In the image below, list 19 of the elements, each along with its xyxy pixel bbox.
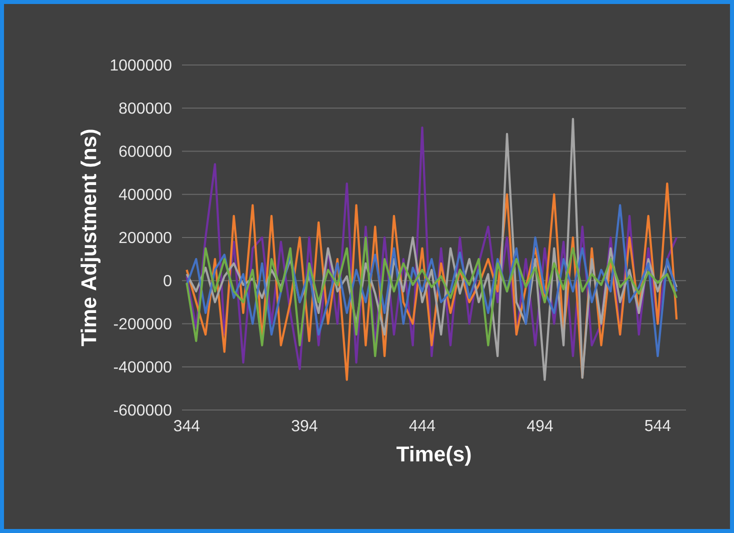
x-tick-label: 544 [645, 420, 671, 432]
y-tick-label: -400000 [114, 361, 172, 373]
line-series [186, 236, 678, 358]
y-tick-label: 1000000 [110, 59, 172, 71]
x-axis-title: Time(s) [396, 446, 471, 466]
y-tick-label: 600000 [119, 146, 172, 157]
y-tick-label: 0 [164, 274, 172, 286]
y-axis-title: Time Adjustment (ns) [80, 130, 101, 346]
x-tick-label: 344 [174, 420, 200, 432]
x-tick-label: 394 [292, 420, 318, 432]
y-tick-label: 200000 [119, 232, 172, 244]
y-tick-label: -600000 [114, 404, 172, 416]
y-tick-label: 800000 [119, 102, 172, 114]
line-series [186, 204, 678, 358]
y-tick-label: -200000 [114, 318, 172, 330]
x-tick-label: 444 [409, 420, 436, 432]
x-tick-label: 494 [527, 420, 553, 432]
line-series [186, 182, 678, 381]
y-tick-label: 400000 [118, 188, 172, 200]
